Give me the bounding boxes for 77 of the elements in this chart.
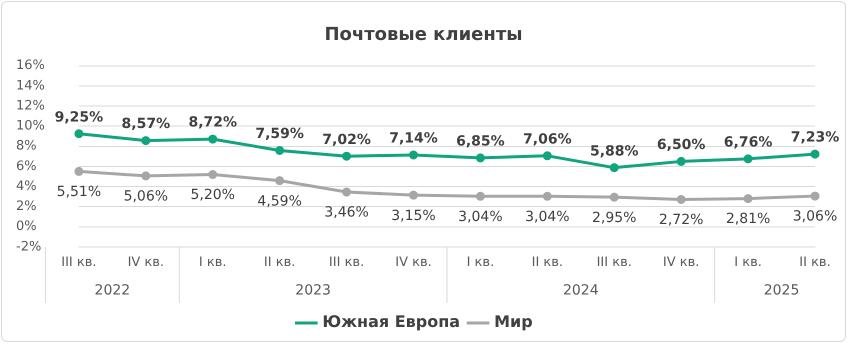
point bbox=[74, 129, 84, 138]
data-label: 6,85% bbox=[456, 134, 505, 150]
data-label: 6,76% bbox=[724, 134, 772, 150]
point bbox=[208, 170, 218, 180]
x-tick-label: I кв. bbox=[734, 255, 762, 270]
data-label: 2,81% bbox=[726, 211, 770, 228]
y-tick-label: 14% bbox=[16, 78, 45, 94]
data-label: 8,72% bbox=[188, 114, 238, 131]
data-label: 3,06% bbox=[792, 208, 838, 225]
y-tick-label: 8% bbox=[16, 138, 37, 154]
point bbox=[810, 192, 820, 201]
data-label: 5,20% bbox=[190, 187, 235, 204]
data-label: 5,51% bbox=[56, 184, 102, 200]
y-tick-label: 16% bbox=[16, 58, 45, 74]
x-tick-label: III кв. bbox=[328, 255, 364, 270]
point bbox=[610, 192, 619, 202]
x-tick-label: II кв. bbox=[264, 255, 296, 270]
data-label: 4,59% bbox=[257, 193, 302, 210]
point bbox=[744, 154, 753, 164]
legend-label: Мир bbox=[494, 312, 533, 332]
point bbox=[676, 194, 686, 204]
x-tick-label: IV кв. bbox=[395, 255, 432, 270]
data-label: 2,95% bbox=[592, 210, 636, 226]
x-tick-label: II кв. bbox=[532, 255, 564, 270]
data-label: 5,88% bbox=[590, 143, 639, 160]
y-tick-label: 0% bbox=[16, 219, 37, 234]
point bbox=[542, 151, 552, 160]
y-tick-label: 10% bbox=[16, 118, 45, 134]
data-label: 2,72% bbox=[658, 212, 704, 228]
data-label: 3,04% bbox=[525, 208, 570, 225]
point bbox=[408, 190, 418, 200]
point bbox=[208, 134, 218, 144]
x-tick-label: I кв. bbox=[466, 255, 494, 270]
text: 2024 bbox=[562, 282, 599, 299]
chart-title: Почтовые клиенты bbox=[323, 24, 524, 45]
text: 2025 bbox=[764, 282, 800, 299]
x-tick-label: IV кв. bbox=[128, 255, 164, 270]
data-label: 8,57% bbox=[122, 116, 170, 132]
point bbox=[275, 146, 284, 155]
data-label: 6,50% bbox=[656, 137, 706, 154]
y-tick-label: -2% bbox=[16, 239, 42, 254]
data-label: 7,14% bbox=[389, 130, 438, 147]
data-label: 7,06% bbox=[523, 131, 572, 148]
y-tick-label: 2% bbox=[16, 199, 37, 214]
point bbox=[542, 192, 552, 201]
data-label: 5,06% bbox=[124, 188, 168, 205]
point bbox=[476, 192, 485, 201]
x-tick-label: IV кв. bbox=[662, 255, 700, 270]
x-tick-label: II кв. bbox=[799, 255, 831, 270]
point bbox=[408, 150, 418, 160]
text: 2022 bbox=[94, 282, 130, 299]
data-label: 7,59% bbox=[255, 126, 304, 142]
point bbox=[810, 150, 820, 159]
point bbox=[342, 152, 352, 161]
y-tick-label: 4% bbox=[16, 178, 37, 194]
data-label: 7,23% bbox=[790, 130, 840, 146]
point bbox=[610, 163, 619, 172]
point bbox=[476, 153, 485, 162]
data-label: 3,04% bbox=[458, 208, 503, 225]
point bbox=[342, 188, 352, 197]
legend-label: Южная Европа bbox=[322, 312, 460, 332]
point bbox=[744, 194, 753, 204]
point bbox=[676, 156, 686, 166]
point bbox=[74, 166, 84, 176]
data-label: 3,46% bbox=[324, 204, 369, 221]
point bbox=[275, 176, 284, 186]
data-label: 9,25% bbox=[54, 109, 104, 126]
x-tick-label: III кв. bbox=[596, 255, 632, 270]
text: 2023 bbox=[295, 282, 331, 299]
x-tick-label: III кв. bbox=[61, 255, 97, 270]
y-tick-label: 6% bbox=[16, 158, 37, 174]
point bbox=[141, 136, 150, 146]
data-label: 3,15% bbox=[391, 208, 436, 224]
y-tick-label: 12% bbox=[16, 98, 45, 114]
point bbox=[141, 171, 150, 180]
data-label: 7,02% bbox=[322, 132, 371, 148]
x-tick-label: I кв. bbox=[198, 255, 227, 270]
